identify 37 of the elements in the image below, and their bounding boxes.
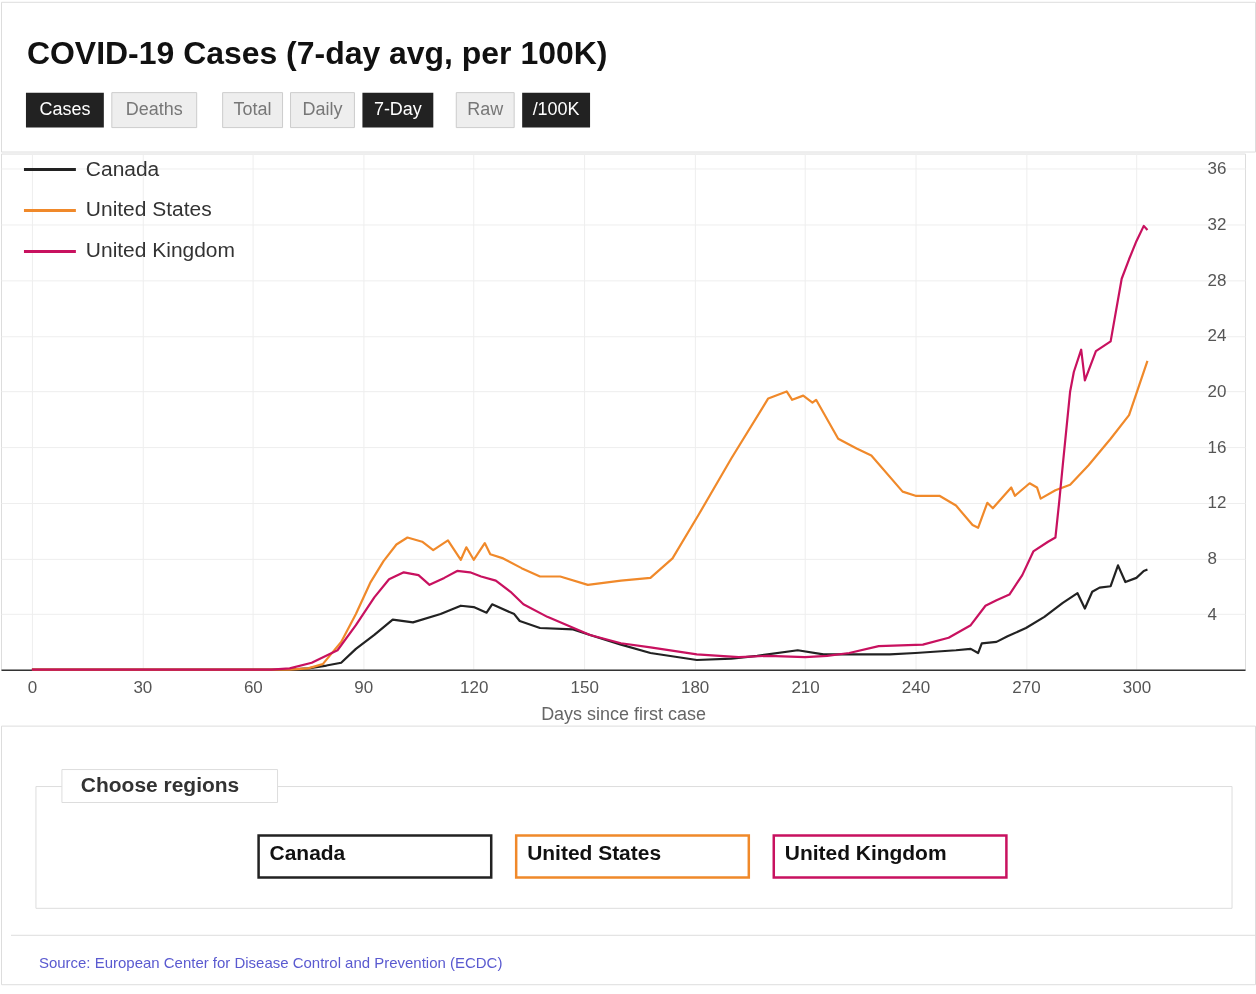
y-tick-label: 12 [1207,493,1227,513]
x-tick-label: 150 [570,678,599,698]
y-tick-label: 8 [1207,548,1218,568]
y-tick-label: 4 [1207,604,1218,624]
text: United States [527,841,662,865]
text: Daily [302,98,343,119]
y-tick-label: 36 [1207,159,1227,179]
text: Cases [39,98,91,119]
legend-label: Canada [85,156,160,180]
x-tick-label: 180 [680,678,710,698]
text: Raw [467,98,505,119]
y-tick-label: 24 [1207,326,1227,346]
y-tick-label: 16 [1207,437,1227,457]
legend-label: United Kingdom [85,238,235,262]
x-tick-label: 0 [27,678,38,698]
text: /100K [532,98,580,119]
text: 7-Day [373,98,422,119]
y-tick-label: 32 [1207,214,1227,234]
x-tick-label: 300 [1122,678,1152,698]
x-tick-label: 90 [354,678,374,698]
text: Canada [269,841,346,865]
x-tick-label: 30 [133,678,153,698]
text: United Kingdom [784,841,947,865]
y-tick-label: 28 [1207,270,1227,290]
x-tick-label: 120 [460,678,489,698]
text: Total [233,98,272,119]
x-tick-label: 210 [791,678,820,698]
text: Deaths [125,98,183,119]
x-axis-title: Days since first case [541,704,706,725]
x-tick-label: 240 [901,678,931,698]
text: Choose regions [80,772,240,796]
chart-title: COVID-19 Cases (7-day avg, per 100K) [26,34,608,71]
x-tick-label: 270 [1012,678,1041,698]
y-tick-label: 20 [1207,381,1227,401]
x-tick-label: 60 [243,678,263,698]
legend-label: United States [85,197,212,221]
source-note: Source: European Center for Disease Control and Prevention (ECDC) [38,954,503,972]
